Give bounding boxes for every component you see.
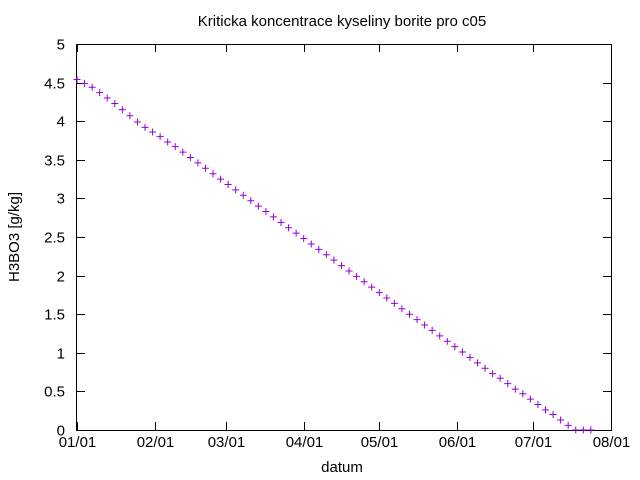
data-point — [217, 175, 225, 183]
y-axis-label: H3BO3 [g/kg] — [6, 192, 23, 282]
data-point — [413, 316, 421, 324]
data-point — [300, 235, 308, 243]
data-point — [360, 278, 368, 286]
data-point — [398, 305, 406, 313]
y-tick-label: 0.5 — [44, 384, 65, 401]
data-point — [156, 133, 164, 141]
data-point — [186, 153, 194, 161]
data-point — [557, 416, 565, 424]
y-tick-label: 4.5 — [44, 76, 65, 93]
data-point — [179, 148, 187, 156]
data-point — [239, 191, 247, 199]
data-point — [421, 321, 429, 329]
data-point — [149, 128, 157, 136]
data-point — [81, 79, 89, 87]
data-point — [315, 245, 323, 253]
data-point — [118, 106, 126, 114]
data-point — [542, 406, 550, 414]
data-point — [451, 343, 459, 351]
data-point — [322, 251, 330, 259]
data-point — [292, 229, 300, 237]
data-point — [579, 426, 587, 434]
data-point — [126, 112, 134, 120]
data-point — [194, 159, 202, 167]
data-point — [247, 197, 255, 205]
data-point — [383, 294, 391, 302]
x-tick-label: 03/01 — [208, 434, 246, 451]
y-tick-label: 2 — [57, 269, 65, 286]
axis-ticks: 0 0.5 1 1.5 2 2.5 3 3.5 4 4.5 5 01/01 02/01 03/01 04/0… — [44, 37, 630, 452]
data-point — [474, 359, 481, 367]
data-point — [345, 267, 353, 275]
data-point — [337, 262, 345, 270]
data-point — [489, 370, 497, 378]
data-point — [277, 218, 285, 226]
data-point — [330, 256, 338, 264]
x-tick-label: 07/01 — [515, 434, 553, 451]
data-point — [224, 181, 232, 189]
data-point — [519, 390, 527, 398]
data-point — [285, 224, 293, 232]
data-point — [96, 89, 104, 97]
plot-frame — [76, 44, 612, 431]
data-point — [368, 283, 376, 291]
data-point — [88, 83, 96, 91]
x-tick-label: 08/01 — [593, 434, 631, 451]
x-tick-label: 01/01 — [59, 434, 97, 451]
data-point — [141, 123, 149, 131]
data-point — [164, 138, 172, 146]
data-point — [262, 208, 270, 216]
data-points — [73, 76, 595, 434]
y-tick-label: 2.5 — [44, 230, 65, 247]
x-axis-label: datum — [321, 459, 363, 476]
y-tick-label: 3 — [57, 191, 65, 208]
data-point — [564, 421, 572, 429]
data-point — [254, 202, 262, 210]
data-point — [201, 164, 209, 172]
data-point — [390, 299, 398, 307]
data-point — [458, 348, 466, 356]
data-point — [428, 326, 436, 334]
data-point — [496, 374, 504, 382]
data-point — [353, 272, 361, 280]
data-point — [504, 380, 512, 388]
data-point — [526, 395, 534, 403]
y-tick-label: 4 — [57, 114, 65, 131]
data-point — [111, 99, 119, 107]
data-point — [209, 170, 217, 178]
y-tick-label: 3.5 — [44, 153, 65, 170]
data-point — [269, 213, 277, 221]
x-tick-label: 02/01 — [137, 434, 175, 451]
x-tick-label: 05/01 — [361, 434, 399, 451]
data-point — [232, 186, 240, 194]
x-tick-label: 04/01 — [286, 434, 324, 451]
data-point — [466, 353, 474, 361]
data-point — [549, 411, 557, 419]
data-point — [171, 143, 179, 151]
y-tick-label: 1 — [57, 346, 65, 363]
data-point — [443, 337, 451, 345]
data-point — [73, 76, 81, 84]
data-point — [375, 289, 383, 297]
data-point — [481, 364, 489, 372]
data-point — [405, 310, 413, 318]
data-point — [103, 94, 111, 102]
y-tick-label: 0 — [57, 423, 65, 440]
data-point — [436, 332, 444, 340]
data-point — [307, 240, 315, 248]
data-point — [572, 426, 580, 434]
data-point — [587, 426, 595, 434]
data-point — [133, 118, 141, 126]
chart-title: Kriticka koncentrace kyseliny borite pro… — [198, 13, 486, 30]
y-tick-label: 1.5 — [44, 307, 65, 324]
x-tick-label: 06/01 — [439, 434, 477, 451]
data-point — [511, 385, 519, 393]
data-point — [534, 401, 542, 409]
y-tick-label: 5 — [57, 37, 65, 54]
